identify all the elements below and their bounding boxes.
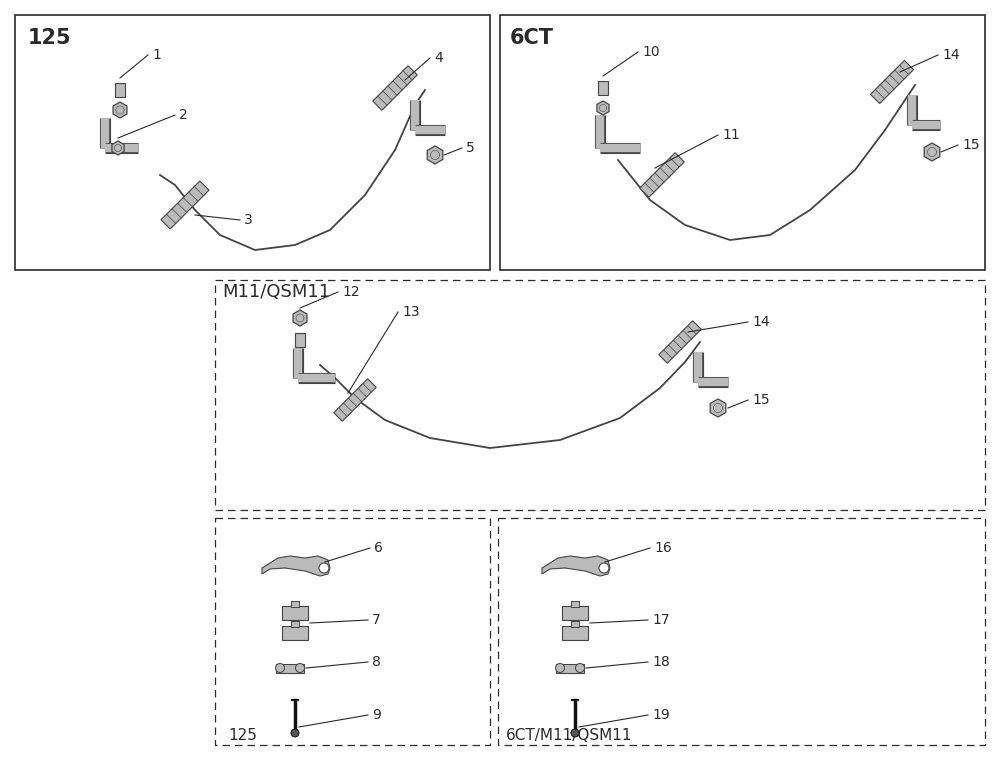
Polygon shape	[334, 379, 376, 421]
Polygon shape	[924, 143, 940, 161]
Circle shape	[296, 663, 305, 672]
Bar	[276, 663, 304, 672]
Bar	[291, 601, 299, 607]
Text: M11/QSM11: M11/QSM11	[222, 283, 330, 301]
Bar	[115, 83, 125, 97]
Text: 12: 12	[342, 285, 360, 299]
Polygon shape	[542, 556, 610, 576]
Circle shape	[599, 563, 609, 573]
Polygon shape	[112, 141, 124, 155]
Polygon shape	[640, 153, 684, 197]
Bar	[598, 81, 608, 95]
Bar	[295, 333, 305, 347]
Bar	[498, 518, 985, 745]
Circle shape	[576, 663, 584, 672]
Bar	[556, 663, 584, 672]
Text: 15: 15	[752, 393, 770, 407]
Circle shape	[556, 663, 564, 672]
Text: 18: 18	[652, 655, 670, 669]
Bar	[15, 15, 490, 270]
Text: 19: 19	[652, 708, 670, 722]
Text: 8: 8	[372, 655, 381, 669]
Bar	[562, 606, 588, 620]
Bar	[282, 606, 308, 620]
Text: 15: 15	[962, 138, 980, 152]
Polygon shape	[262, 556, 330, 576]
Polygon shape	[870, 60, 914, 104]
Circle shape	[276, 663, 285, 672]
Bar	[215, 518, 490, 745]
Text: 16: 16	[654, 541, 672, 555]
Text: 5: 5	[466, 141, 475, 155]
Text: 6CT: 6CT	[510, 28, 554, 48]
Text: 17: 17	[652, 613, 670, 627]
Text: 2: 2	[179, 108, 188, 122]
Text: 6: 6	[374, 541, 383, 555]
Polygon shape	[597, 101, 609, 115]
Polygon shape	[373, 66, 417, 110]
Text: 14: 14	[942, 48, 960, 62]
Circle shape	[571, 729, 579, 737]
Text: 9: 9	[372, 708, 381, 722]
Text: 125: 125	[228, 728, 257, 743]
Polygon shape	[113, 102, 127, 118]
Bar	[571, 601, 579, 607]
Text: 13: 13	[402, 305, 420, 319]
Bar	[562, 626, 588, 640]
Text: 14: 14	[752, 315, 770, 329]
Text: 3: 3	[244, 213, 253, 227]
Polygon shape	[710, 399, 726, 417]
Text: 6CT/M11/QSM11: 6CT/M11/QSM11	[506, 728, 633, 743]
Text: 1: 1	[152, 48, 161, 62]
Bar	[291, 621, 299, 627]
Circle shape	[291, 729, 299, 737]
Bar	[500, 15, 985, 270]
Polygon shape	[659, 321, 701, 363]
Circle shape	[319, 563, 329, 573]
Text: 7: 7	[372, 613, 381, 627]
Bar	[282, 626, 308, 640]
Polygon shape	[161, 181, 209, 229]
Bar	[215, 280, 985, 510]
Text: 11: 11	[722, 128, 740, 142]
Bar	[571, 621, 579, 627]
Polygon shape	[427, 146, 443, 164]
Text: 4: 4	[434, 51, 443, 65]
Text: 10: 10	[642, 45, 660, 59]
Polygon shape	[293, 310, 307, 326]
Text: 125: 125	[28, 28, 72, 48]
